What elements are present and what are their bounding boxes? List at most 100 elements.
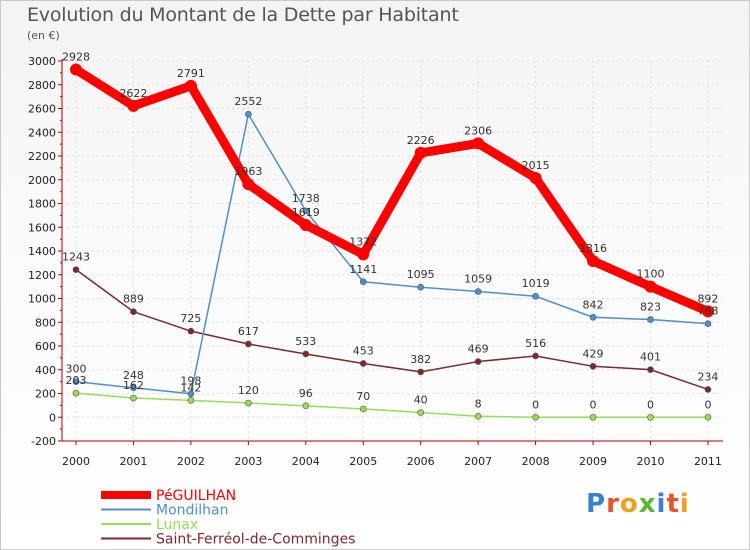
data-label: 382 — [410, 353, 431, 366]
x-tick-label: 2003 — [234, 455, 262, 468]
y-tick-label: 2600 — [28, 103, 56, 116]
data-label: 0 — [590, 398, 597, 411]
y-tick-label: 2400 — [28, 126, 56, 139]
x-tick-label: 2005 — [349, 455, 377, 468]
data-point — [72, 266, 80, 273]
data-label: 2622 — [119, 87, 147, 100]
data-label: 40 — [414, 394, 428, 407]
series-line-2 — [75, 392, 709, 418]
chart-unit-label: (en €) — [27, 29, 60, 42]
y-tick-label: 1200 — [28, 269, 56, 282]
data-point — [647, 316, 654, 323]
data-point — [644, 280, 657, 293]
data-point — [532, 292, 539, 300]
data-label: 725 — [180, 312, 201, 325]
data-point — [184, 79, 197, 92]
data-label: 2015 — [522, 159, 550, 172]
data-point — [532, 352, 539, 360]
data-label: 401 — [640, 351, 661, 364]
chart-title: Evolution du Montant de la Dette par Hab… — [27, 4, 459, 26]
data-point — [529, 171, 542, 184]
data-label: 516 — [525, 337, 546, 350]
data-label: 2552 — [234, 95, 262, 108]
data-point — [299, 218, 312, 231]
data-point — [417, 409, 425, 416]
logo-letter: i — [679, 489, 690, 519]
data-point — [359, 360, 367, 367]
data-label: 1019 — [522, 277, 550, 290]
x-tick-label: 2001 — [119, 455, 147, 468]
logo-letter: x — [638, 489, 657, 519]
data-label: 1738 — [292, 192, 320, 205]
legend-entry: PéGUILHAN — [156, 488, 236, 504]
legend-entry: Saint-Ferréol-de-Comminges — [156, 532, 355, 548]
data-label: 2226 — [407, 134, 435, 147]
data-point — [245, 399, 252, 407]
legend-entry: Mondilhan — [156, 503, 229, 519]
data-point — [589, 313, 597, 321]
data-point — [704, 320, 712, 327]
x-tick-label: 2011 — [694, 455, 722, 468]
data-point — [589, 413, 597, 421]
data-label: 889 — [123, 293, 144, 306]
y-tick-label: 2800 — [28, 79, 56, 92]
data-label: 1141 — [349, 263, 377, 276]
legend-entry: Lunax — [156, 517, 198, 533]
logo-letter: t — [666, 489, 680, 519]
data-label: 8 — [475, 397, 482, 410]
y-tick-label: 1800 — [28, 198, 56, 211]
y-tick-label: 3000 — [28, 55, 56, 68]
x-tick-label: 2002 — [177, 455, 205, 468]
data-point — [647, 413, 654, 421]
data-label: 533 — [295, 335, 316, 348]
data-point — [72, 378, 80, 385]
y-tick-label: 1600 — [28, 221, 56, 234]
data-point — [472, 137, 485, 150]
data-label: 1243 — [62, 251, 90, 264]
y-tick-label: 200 — [35, 388, 56, 401]
data-point — [245, 110, 252, 118]
data-point — [130, 308, 137, 315]
data-label: 0 — [704, 398, 711, 411]
data-point — [359, 278, 367, 286]
proxiti-logo: Proxiti — [586, 489, 690, 519]
data-point — [245, 340, 252, 348]
x-tick-label: 2009 — [579, 455, 607, 468]
data-point — [187, 390, 195, 398]
data-point — [701, 305, 714, 318]
data-point — [72, 389, 80, 397]
data-point — [647, 366, 654, 373]
data-point — [302, 350, 310, 358]
data-label: 1963 — [234, 165, 262, 178]
data-label: 1100 — [637, 268, 665, 281]
data-point — [704, 413, 712, 421]
series-line-0 — [71, 65, 713, 316]
data-label: 1059 — [464, 272, 492, 285]
data-point — [130, 384, 137, 392]
data-label: 1095 — [407, 268, 435, 281]
data-label: 1619 — [292, 206, 320, 219]
data-label: 788 — [697, 305, 718, 318]
data-point — [130, 394, 137, 402]
x-tick-label: 2006 — [407, 455, 435, 468]
series-line-3 — [75, 268, 709, 391]
data-label: 842 — [583, 298, 604, 311]
data-label: 234 — [697, 370, 718, 383]
data-label: 2306 — [464, 124, 492, 137]
data-label: 1316 — [579, 242, 607, 255]
y-tick-label: 400 — [35, 364, 56, 377]
data-label: 198 — [180, 375, 201, 388]
data-point — [474, 412, 482, 420]
data-point — [127, 99, 140, 112]
data-label: 70 — [356, 390, 370, 403]
data-point — [357, 248, 370, 261]
data-point — [532, 413, 539, 421]
y-tick-label: -200 — [31, 435, 56, 448]
data-point — [589, 363, 597, 370]
logo-letter: P — [586, 489, 607, 519]
data-point — [302, 207, 310, 215]
y-tick-label: 600 — [35, 340, 56, 353]
data-point — [417, 368, 425, 376]
data-label: 203 — [66, 374, 87, 387]
